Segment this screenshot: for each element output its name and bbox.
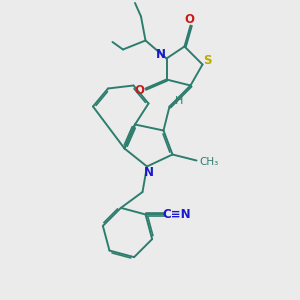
Text: S: S: [203, 54, 211, 68]
Text: O: O: [134, 83, 144, 97]
Text: C≡N: C≡N: [162, 208, 191, 221]
Text: N: N: [156, 48, 166, 62]
Text: CH₃: CH₃: [200, 157, 219, 167]
Text: H: H: [175, 95, 183, 106]
Text: N: N: [143, 166, 154, 179]
Text: O: O: [184, 13, 194, 26]
